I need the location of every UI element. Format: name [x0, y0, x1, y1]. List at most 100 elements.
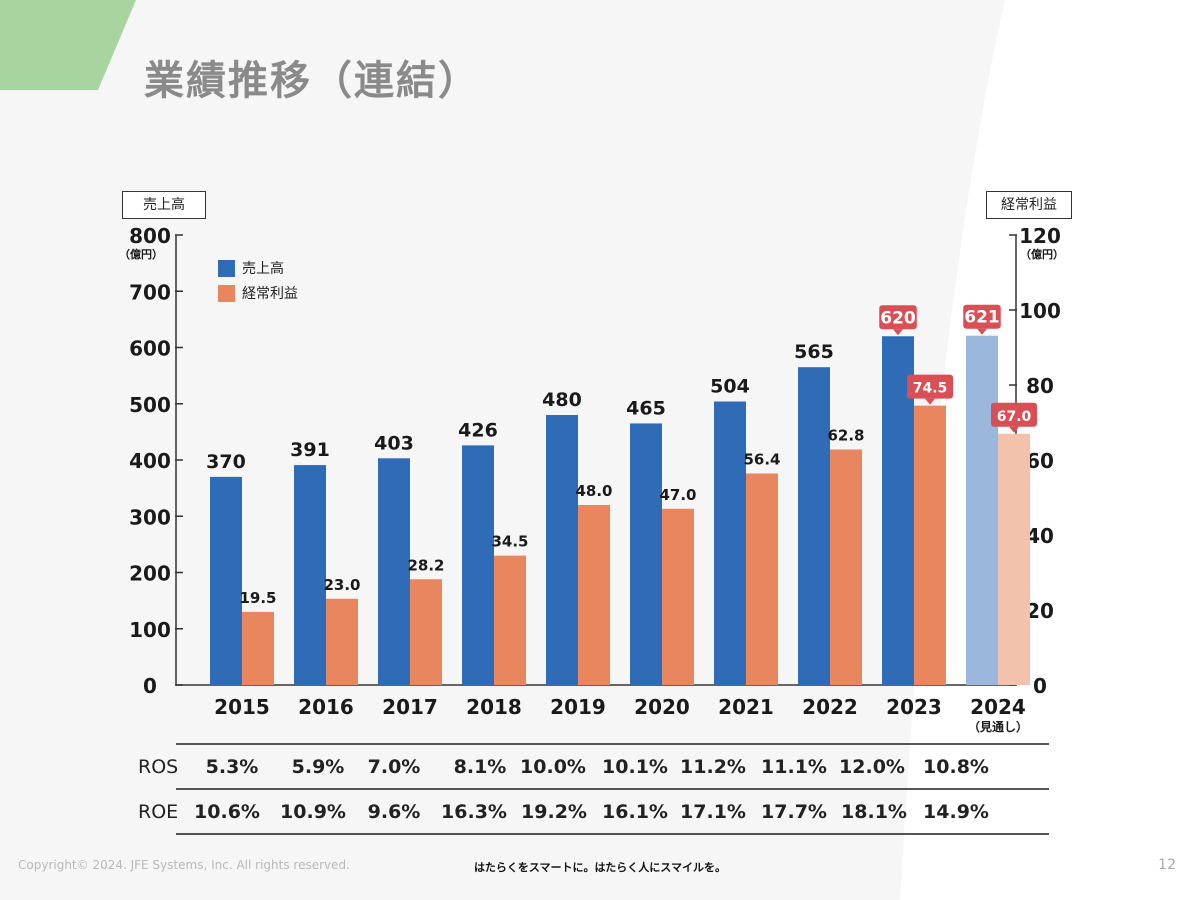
profit-value-label: 47.0 — [659, 486, 696, 504]
profit-value-label: 28.2 — [407, 556, 444, 574]
ros-value: 10.1% — [602, 756, 668, 778]
profit-bar — [242, 611, 274, 685]
right-tick-label: 80 — [1026, 374, 1054, 398]
sales-bar — [462, 445, 494, 685]
decorative-green-accent — [0, 0, 136, 90]
ros-value: 11.2% — [680, 756, 746, 778]
legend-label-sales: 売上高 — [242, 261, 284, 277]
sales-value-label: 504 — [710, 376, 750, 398]
sales-highlight-label: 621 — [964, 308, 1000, 328]
profit-bar — [746, 473, 778, 685]
profit-bar — [494, 555, 526, 685]
profit-bar — [410, 579, 442, 685]
sales-highlight-pointer — [893, 329, 903, 336]
x-tick-label: 2023 — [886, 695, 942, 719]
left-tick-label: 500 — [129, 393, 171, 417]
ros-value: 5.9% — [291, 756, 345, 778]
legend-swatch-profit — [218, 284, 235, 302]
x-tick-label: 2019 — [550, 695, 606, 719]
sales-value-label: 370 — [206, 451, 246, 473]
left-tick-label: 200 — [129, 562, 171, 586]
x-tick-label: 2018 — [466, 695, 522, 719]
ros-value: 10.0% — [520, 756, 586, 778]
sales-bar — [966, 335, 998, 685]
roe-value: 16.3% — [441, 801, 507, 823]
left-axis-label-box: 売上高 — [122, 191, 206, 219]
sales-value-label: 480 — [542, 389, 582, 411]
sales-bar — [798, 367, 830, 685]
profit-value-label: 48.0 — [575, 482, 612, 500]
left-tick-label: 100 — [129, 618, 171, 642]
sales-highlight-pointer — [977, 328, 987, 335]
sales-highlight-bubble — [963, 304, 1001, 329]
legend-item-sales: 売上高 — [218, 256, 298, 280]
right-axis-label-box: 経常利益 — [986, 191, 1072, 219]
sales-value-label: 426 — [458, 419, 498, 441]
metric-row-roe: ROE 10.6% 10.9% 9.6% 16.3% 19.2% 16.1% 1… — [130, 790, 1048, 834]
table-divider-bottom — [176, 833, 1049, 835]
profit-highlight-pointer — [925, 398, 935, 405]
x-tick-label: 2021 — [718, 695, 774, 719]
x-tick-label: 2020 — [634, 695, 690, 719]
right-tick-label: 20 — [1026, 599, 1054, 623]
profit-value-label: 62.8 — [827, 427, 864, 445]
forecast-note-label: （見通し） — [968, 719, 1028, 734]
legend-item-profit: 経常利益 — [218, 281, 298, 305]
legend-swatch-sales — [218, 259, 235, 277]
sales-value-label: 565 — [794, 341, 834, 363]
metric-name-roe: ROE — [138, 801, 179, 823]
page-title: 業績推移（連結） — [144, 58, 480, 104]
legend-label-profit: 経常利益 — [242, 286, 298, 302]
profit-value-label: 56.4 — [743, 451, 780, 469]
right-tick-label: 40 — [1026, 524, 1054, 548]
roe-value: 17.1% — [680, 801, 746, 823]
roe-value: 18.1% — [841, 801, 907, 823]
profit-bar — [326, 598, 358, 685]
roe-value: 14.9% — [923, 801, 989, 823]
roe-value: 9.6% — [367, 801, 421, 823]
sales-highlight-label: 620 — [880, 308, 916, 328]
x-tick-label: 2017 — [382, 695, 438, 719]
roe-value: 10.9% — [280, 801, 346, 823]
sales-value-label: 465 — [626, 397, 666, 419]
profit-value-label: 23.0 — [323, 576, 360, 594]
right-tick-label: 0 — [1033, 674, 1047, 698]
ros-value: 7.0% — [367, 756, 421, 778]
sales-highlight-bubble — [879, 305, 917, 330]
roe-value: 10.6% — [194, 801, 260, 823]
profit-value-label: 19.5 — [239, 589, 276, 607]
chart-legend: 売上高 経常利益 — [218, 256, 298, 306]
profit-highlight-pointer — [1009, 426, 1019, 433]
left-tick-label: 0 — [143, 674, 157, 698]
profit-bar — [914, 405, 946, 685]
right-unit-label: （億円） — [1020, 247, 1064, 261]
ros-value: 5.3% — [205, 756, 259, 778]
right-tick-label: 60 — [1026, 449, 1054, 473]
sales-bar — [210, 476, 242, 685]
roe-value: 19.2% — [521, 801, 587, 823]
profit-highlight-label: 67.0 — [997, 409, 1032, 425]
copyright-text: Copyright© 2024. JFE Systems, Inc. All r… — [18, 858, 350, 872]
sales-value-label: 403 — [374, 432, 414, 454]
x-tick-label: 2015 — [214, 695, 270, 719]
left-tick-label: 600 — [129, 337, 171, 361]
left-tick-label: 700 — [129, 280, 171, 304]
metric-row-ros: ROS 5.3% 5.9% 7.0% 8.1% 10.0% 10.1% 11.2… — [130, 745, 1048, 789]
x-tick-label: 2024 — [970, 695, 1026, 719]
sales-bar — [546, 415, 578, 685]
sales-bar — [378, 458, 410, 685]
profit-bar — [662, 508, 694, 685]
right-tick-label: 100 — [1019, 299, 1061, 323]
profit-highlight-bubble — [907, 374, 953, 399]
right-tick-label: 120 — [1019, 224, 1061, 248]
slogan-text: はたらくをスマートに。はたらく人にスマイルを。 — [474, 861, 726, 874]
profit-value-label: 34.5 — [491, 533, 528, 551]
left-tick-label: 800 — [129, 224, 171, 248]
left-tick-label: 300 — [129, 505, 171, 529]
ros-value: 8.1% — [453, 756, 507, 778]
ros-value: 10.8% — [923, 756, 989, 778]
sales-bar — [630, 423, 662, 685]
page-number: 12 — [1158, 857, 1176, 873]
roe-value: 17.7% — [761, 801, 827, 823]
ros-value: 12.0% — [839, 756, 905, 778]
